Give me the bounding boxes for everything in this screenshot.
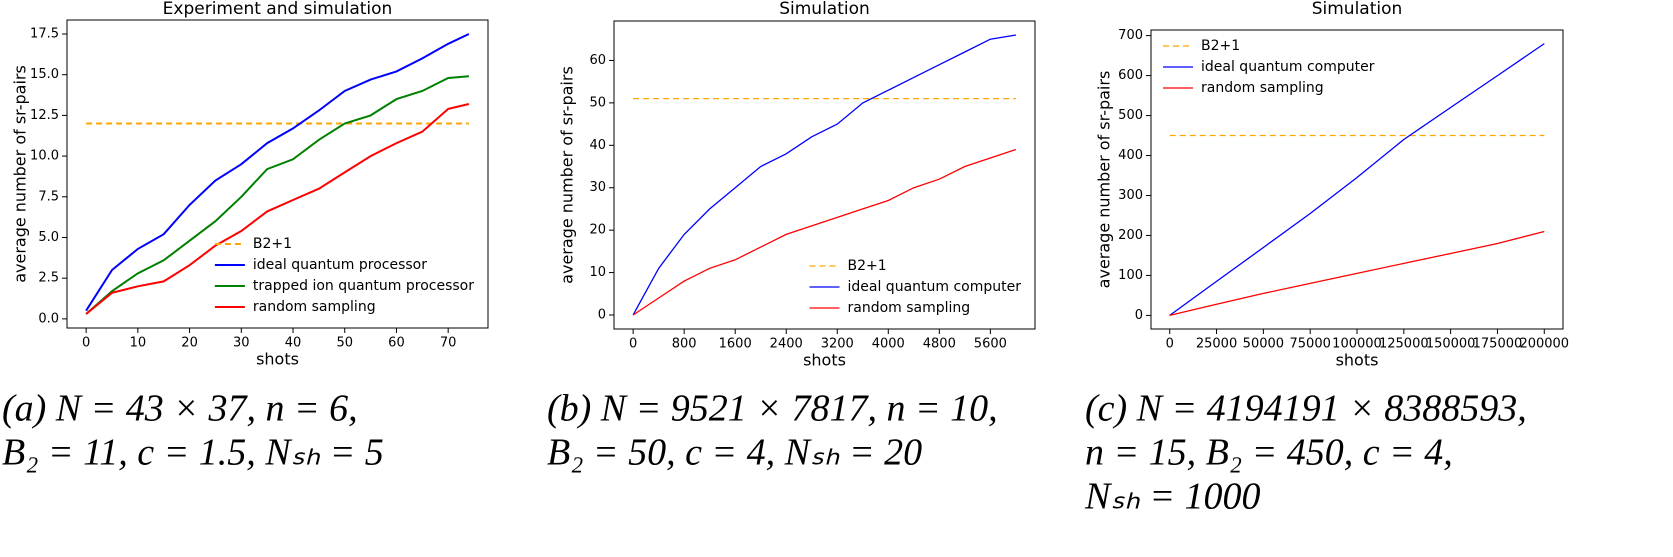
y-tick-label: 0.0 — [38, 311, 59, 326]
y-tick-label: 10 — [589, 265, 606, 280]
plot-frame — [66, 19, 489, 329]
legend-label: B2+1 — [1201, 38, 1240, 54]
series-line — [1169, 43, 1545, 316]
x-axis-label: shots — [1336, 351, 1379, 370]
y-tick-label: 200 — [1118, 228, 1143, 243]
caption-line: (a) N = 43 × 37, n = 6, — [2, 388, 358, 430]
x-tick-label: 0 — [82, 336, 90, 351]
y-tick-label: 17.5 — [30, 27, 59, 42]
y-tick-label: 10.0 — [30, 149, 59, 164]
x-tick-label: 2400 — [770, 337, 803, 352]
x-tick-label: 4800 — [923, 337, 956, 352]
y-tick-label: 20 — [589, 223, 606, 238]
y-tick-label: 60 — [589, 53, 606, 68]
caption-line: (c) N = 4194191 × 8388593, — [1085, 388, 1527, 430]
x-tick-label: 20 — [181, 336, 198, 351]
y-tick-label: 500 — [1118, 108, 1143, 123]
chart-title: Simulation — [779, 0, 870, 19]
y-axis-label: average number of sr-pairs — [1095, 71, 1114, 289]
y-tick-label: 0 — [1135, 308, 1143, 323]
y-tick-label: 40 — [589, 138, 606, 153]
legend-label: trapped ion quantum processor — [253, 278, 474, 294]
x-tick-label: 50000 — [1243, 337, 1284, 352]
chart-title: Experiment and simulation — [163, 0, 393, 19]
series-line — [1169, 230, 1545, 317]
legend-label: ideal quantum processor — [253, 257, 427, 273]
x-axis-label: shots — [256, 350, 299, 369]
x-tick-label: 50 — [336, 336, 353, 351]
series-line — [85, 75, 469, 315]
x-tick-label: 10 — [130, 336, 147, 351]
y-tick-label: 300 — [1118, 188, 1143, 203]
caption-line: Nₛₕ = 1000 — [1084, 476, 1261, 518]
caption-line: (b) N = 9521 × 7817, n = 10, — [547, 388, 998, 430]
legend-label: random sampling — [253, 299, 376, 315]
y-axis-label: average number of sr-pairs — [558, 66, 577, 284]
legend-label: ideal quantum computer — [848, 279, 1022, 295]
x-tick-label: 125000 — [1379, 337, 1429, 352]
x-tick-label: 30 — [233, 336, 250, 351]
x-tick-label: 3200 — [821, 337, 854, 352]
legend-label: ideal quantum computer — [1201, 59, 1375, 75]
series-line — [632, 34, 1017, 316]
y-tick-label: 5.0 — [38, 230, 59, 245]
x-tick-label: 100000 — [1332, 337, 1382, 352]
plot-frame — [613, 20, 1036, 330]
y-tick-label: 30 — [589, 180, 606, 195]
y-tick-label: 50 — [589, 95, 606, 110]
x-tick-label: 70 — [440, 336, 457, 351]
x-tick-label: 150000 — [1426, 337, 1476, 352]
legend-label: B2+1 — [253, 236, 292, 252]
x-tick-label: 0 — [629, 337, 637, 352]
x-tick-label: 0 — [1166, 337, 1174, 352]
series-line — [85, 33, 470, 312]
legend-label: random sampling — [848, 300, 971, 316]
x-tick-label: 1600 — [719, 337, 752, 352]
x-tick-label: 175000 — [1473, 337, 1523, 352]
x-tick-label: 200000 — [1519, 337, 1569, 352]
y-tick-label: 400 — [1118, 148, 1143, 163]
y-tick-label: 100 — [1118, 268, 1143, 283]
y-tick-label: 2.5 — [38, 271, 59, 286]
x-tick-label: 75000 — [1290, 337, 1331, 352]
chart-title: Simulation — [1312, 0, 1403, 19]
series-line — [632, 148, 1017, 316]
caption-line: B₂ = 11, c = 1.5, Nₛₕ = 5 — [2, 432, 384, 474]
caption-line: n = 15, B₂ = 450, c = 4, — [1085, 432, 1453, 474]
x-tick-label: 4000 — [872, 337, 905, 352]
x-tick-label: 5600 — [974, 337, 1007, 352]
y-tick-label: 12.5 — [30, 108, 59, 123]
x-axis-label: shots — [803, 351, 846, 370]
x-tick-label: 25000 — [1196, 337, 1237, 352]
y-tick-label: 15.0 — [30, 67, 59, 82]
series-line — [85, 103, 470, 315]
y-axis-label: average number of sr-pairs — [11, 65, 30, 283]
legend-label: B2+1 — [848, 258, 887, 274]
x-tick-label: 40 — [285, 336, 302, 351]
y-tick-label: 700 — [1118, 28, 1143, 43]
caption-line: B₂ = 50, c = 4, Nₛₕ = 20 — [547, 432, 922, 474]
y-tick-label: 600 — [1118, 68, 1143, 83]
x-tick-label: 800 — [672, 337, 697, 352]
y-tick-label: 0 — [598, 308, 606, 323]
legend-label: random sampling — [1201, 80, 1324, 96]
y-tick-label: 7.5 — [38, 189, 59, 204]
x-tick-label: 60 — [388, 336, 405, 351]
